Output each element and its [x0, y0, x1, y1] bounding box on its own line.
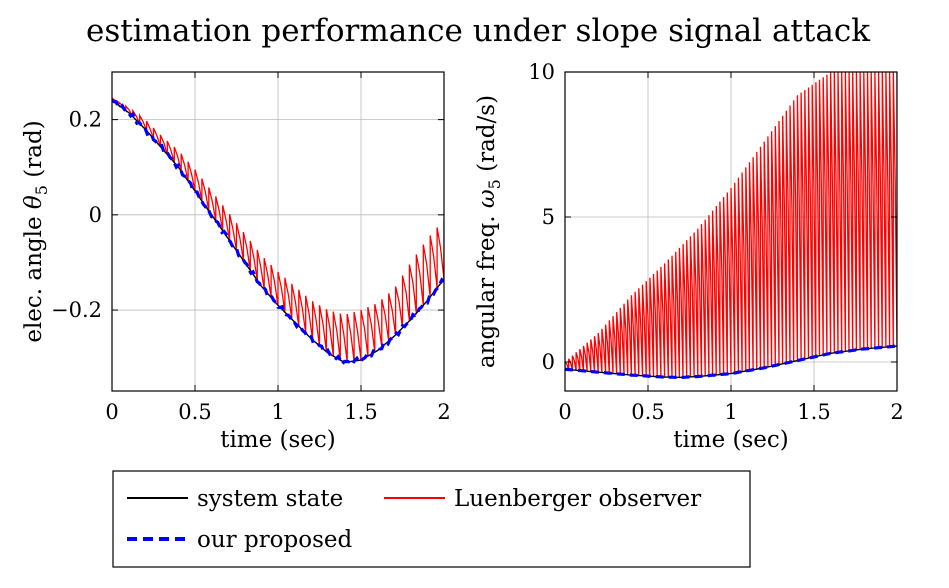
legend-label-our-proposed: our proposed [197, 527, 353, 553]
legend-box [112, 470, 751, 568]
x-tick-label: 1.5 [344, 400, 377, 424]
y-axis-label: angular freq. ω5 (rad/s) [474, 95, 504, 368]
y-axis-label: elec. angle θ5 (rad) [21, 120, 51, 342]
x-tick-label: 1 [724, 400, 737, 424]
plot-area [565, 72, 897, 380]
x-tick-label: 2 [890, 400, 903, 424]
y-tick-label: 5 [542, 205, 555, 229]
legend-label-system-state: system state [197, 486, 343, 512]
y-tick-label: 0 [89, 203, 102, 227]
legend: system state Luenberger observer our pro… [112, 470, 751, 568]
figure-title: estimation performance under slope signa… [86, 13, 870, 49]
legend-label-luenberger: Luenberger observer [454, 486, 701, 512]
x-tick-label: 0 [558, 400, 571, 424]
x-tick-label: 0.5 [178, 400, 211, 424]
right-plot: 0 0.5 1 1.5 2 0 5 10 time (sec) angular freq. ω5 … [474, 60, 904, 453]
series-our-proposed [565, 344, 897, 380]
x-axis-label: time (sec) [220, 427, 336, 453]
left-plot: 0 0.5 1 1.5 2 −0.2 0 0.2 time (sec) elec. angle θ… [21, 71, 451, 453]
series-luenberger-observer [112, 97, 444, 363]
plot-area [112, 97, 444, 367]
x-tick-label: 0 [105, 400, 118, 424]
x-tick-label: 1 [271, 400, 284, 424]
series-our-proposed [112, 99, 444, 367]
y-tick-label: 0.2 [69, 108, 102, 132]
x-tick-label: 0.5 [631, 400, 664, 424]
y-tick-label: 10 [528, 60, 555, 84]
x-tick-label: 1.5 [797, 400, 830, 424]
x-tick-label: 2 [437, 400, 450, 424]
y-tick-label: −0.2 [51, 298, 102, 322]
x-axis-label: time (sec) [673, 427, 789, 453]
series-luenberger-observer [565, 72, 897, 378]
y-tick-label: 0 [542, 350, 555, 374]
